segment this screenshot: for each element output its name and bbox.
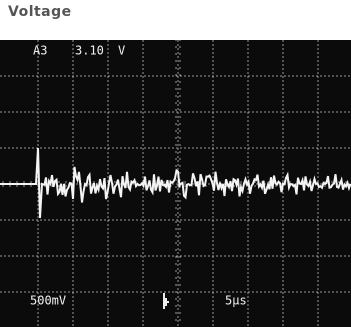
time-per-div: 5μs — [225, 294, 247, 308]
oscilloscope-screen: A3 3.10 V 500mV 5μs — [0, 40, 351, 327]
reading-label: 3.10 — [75, 44, 104, 58]
reading-unit: V — [118, 44, 125, 58]
page: Voltage A3 3.10 V 500mV 5μs — [0, 0, 351, 327]
volts-per-div: 500mV — [30, 294, 66, 308]
caption: Voltage — [8, 4, 72, 20]
channel-label: A3 — [33, 44, 47, 58]
